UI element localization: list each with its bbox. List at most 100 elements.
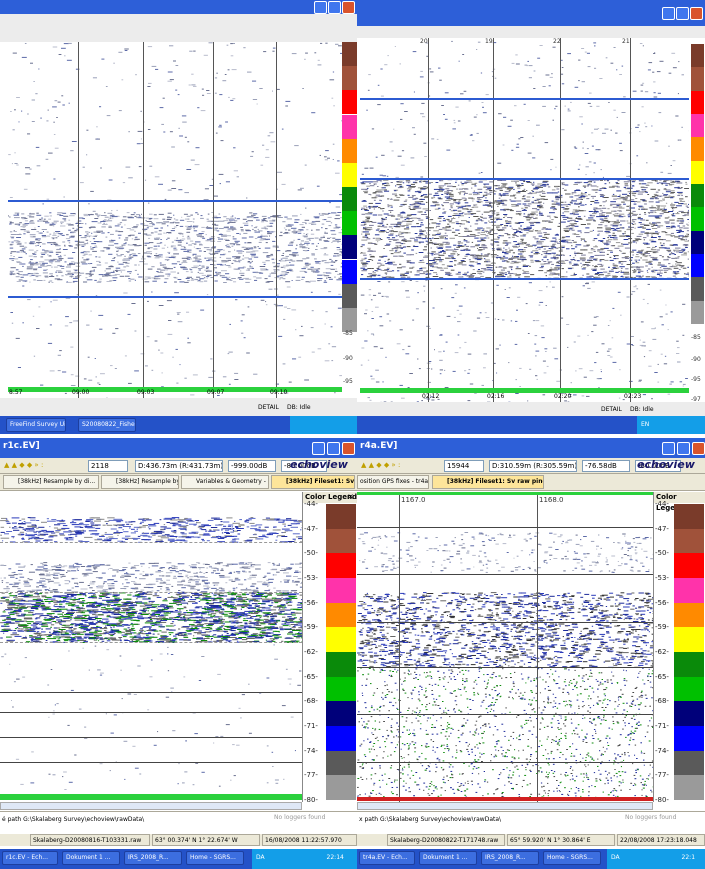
depth-field[interactable]: D:436.73m (R:431.73m) — [135, 460, 223, 472]
toolbar-icons[interactable]: ▲ ▲ ◆ ◆ » : — [361, 461, 400, 469]
legend-swatch — [326, 677, 356, 702]
taskbar-button[interactable]: FreeFind Survey Ui... — [6, 418, 66, 432]
taskbar-button[interactable]: Dokument 1 ... — [62, 851, 120, 865]
close-icon[interactable] — [690, 7, 703, 20]
legend-close-icon[interactable]: × — [347, 492, 354, 501]
taskbar-button[interactable]: Home - SGRS... — [186, 851, 244, 865]
legend-value: -80- — [655, 796, 669, 804]
tab-strip: osition GPS fixes - tr4a... [38kHz] File… — [357, 474, 705, 491]
scale-swatch — [342, 308, 357, 332]
status-position: 65° 59.920' N 1° 30.864' E — [507, 834, 615, 846]
close-icon[interactable] — [692, 442, 705, 455]
legend-swatch — [674, 726, 704, 751]
depth-label: -85 — [343, 330, 353, 337]
depth-field[interactable]: D:310.59m (R:305.59m) — [489, 460, 577, 472]
sv-value-field[interactable]: -999.00dB — [228, 460, 276, 472]
status-bar: DETAIL DB: Idle — [357, 402, 705, 416]
legend-value: -68- — [304, 697, 318, 705]
taskbar-button[interactable]: IRS_2008_R... — [481, 851, 539, 865]
minimize-icon[interactable] — [662, 7, 675, 20]
scrollbar[interactable] — [357, 802, 653, 810]
top-left-echogram-window: 8:57 09:00 09:03 09:07 09:10 -85 -90 -95… — [0, 0, 357, 434]
legend-swatch — [674, 701, 704, 726]
taskbar-button[interactable]: IRS_2008_R... — [124, 851, 182, 865]
legend-value: -77- — [304, 771, 318, 779]
restore-icon[interactable] — [677, 442, 690, 455]
color-scale — [691, 44, 704, 324]
top-right-titlebar — [357, 0, 705, 26]
color-legend: Color Legend × -44- -47- -50- -53- -56- -59- -… — [302, 492, 357, 802]
tab-variables[interactable]: Variables & Geometry - ... — [181, 475, 269, 489]
echogram-area[interactable]: 1167.0 1168.0 — [357, 492, 653, 802]
legend-value: -56- — [655, 599, 669, 607]
legend-value: -50- — [304, 549, 318, 557]
maximize-icon[interactable] — [328, 1, 341, 14]
minimize-icon[interactable] — [314, 1, 327, 14]
time-label: 8:57 — [9, 389, 22, 396]
bottom-right-echoview-window: r4a.EV] ▲ ▲ ◆ ◆ » : 15944 D:310.59m (R:3… — [357, 438, 705, 869]
minimize-icon[interactable] — [312, 442, 325, 455]
ping-field[interactable]: 15944 — [444, 460, 484, 472]
no-loggers-label: No loggers found — [274, 814, 325, 821]
tab-fileset[interactable]: [38kHz] Fileset1: Sv raw ping... — [432, 475, 544, 489]
tab-resample-2[interactable]: [38kHz] Resample by di... — [101, 475, 179, 489]
legend-value: -50- — [655, 549, 669, 557]
restore-icon[interactable] — [327, 442, 340, 455]
status-time: 16/08/2008 11:22:57.970 — [262, 834, 357, 846]
raw-data-path[interactable]: é path G:\Skalaberg Survey\echoview\rawD… — [2, 816, 144, 823]
scale-swatch — [342, 42, 357, 66]
taskbar-button[interactable]: tr4a.EV - Ech... — [359, 851, 415, 865]
depth-label: -90 — [343, 355, 353, 362]
taskbar-button[interactable]: r1c.EV - Ech... — [2, 851, 58, 865]
legend-swatch — [326, 603, 356, 628]
scale-swatch — [691, 161, 704, 184]
tab-fileset[interactable]: [38kHz] Fileset1: Sv ... — [271, 475, 355, 489]
scale-swatch — [691, 114, 704, 137]
status-db: DB: Idle — [630, 406, 654, 413]
language-indicator[interactable]: EN — [641, 421, 649, 428]
scale-swatch — [691, 67, 704, 90]
legend-value: -53- — [655, 574, 669, 582]
maximize-icon[interactable] — [676, 7, 689, 20]
taskbar-button[interactable]: Home - SGRS... — [543, 851, 601, 865]
close-icon[interactable] — [342, 1, 355, 14]
status-file: Skalaberg-D20080822-T171748.raw — [387, 834, 505, 846]
tab-gps-fixes[interactable]: osition GPS fixes - tr4a... — [357, 475, 429, 489]
legend-swatch — [326, 726, 356, 751]
legend-swatch — [326, 504, 356, 529]
system-tray: DA 22:1 — [607, 849, 705, 869]
system-tray: EN — [637, 416, 705, 434]
legend-value: -62- — [655, 648, 669, 656]
close-icon[interactable] — [342, 442, 355, 455]
time-label: 02:23 — [624, 393, 641, 400]
echogram-area[interactable]: 20 19 22 21 02:12 02:16 02:20 02:23 — [360, 38, 689, 402]
grid-label: 20 — [420, 38, 428, 45]
grid-label: 22 — [553, 38, 561, 45]
ping-field[interactable]: 2118 — [88, 460, 128, 472]
system-tray: DA 22:14 — [252, 849, 357, 869]
echoview-brand: echoview — [637, 458, 695, 471]
legend-swatch — [674, 652, 704, 677]
legend-swatch — [326, 751, 356, 776]
echogram-area[interactable] — [0, 492, 302, 802]
echogram-area[interactable]: 8:57 09:00 09:03 09:07 09:10 — [8, 42, 342, 398]
depth-label: -90 — [691, 356, 701, 363]
language-indicator[interactable]: DA — [611, 854, 620, 861]
scrollbar[interactable] — [0, 802, 302, 810]
minimize-icon[interactable] — [662, 442, 675, 455]
tab-resample-1[interactable]: [38kHz] Resample by di... — [3, 475, 99, 489]
legend-value: -77- — [655, 771, 669, 779]
toolbar-icons[interactable]: ▲ ▲ ◆ ◆ » : — [4, 461, 43, 469]
raw-data-path[interactable]: x path G:\Skalaberg Survey\echoview\rawD… — [359, 816, 501, 823]
taskbar-button[interactable]: Dokument 1 ... — [419, 851, 477, 865]
status-time: 22/08/2008 17:23:18.048 — [617, 834, 705, 846]
taskbar-button[interactable]: S20080822_Fishers... — [78, 418, 136, 432]
scale-swatch — [691, 91, 704, 114]
legend-value: -44- — [655, 500, 669, 508]
legend-value: -59- — [304, 623, 318, 631]
language-indicator[interactable]: DA — [256, 854, 265, 861]
time-label: 02:16 — [487, 393, 504, 400]
legend-value: -80- — [304, 796, 318, 804]
status-bar: Skalaberg-D20080816-T103331.raw 63° 00.3… — [0, 834, 357, 846]
sv-value-field[interactable]: -76.58dB — [582, 460, 630, 472]
